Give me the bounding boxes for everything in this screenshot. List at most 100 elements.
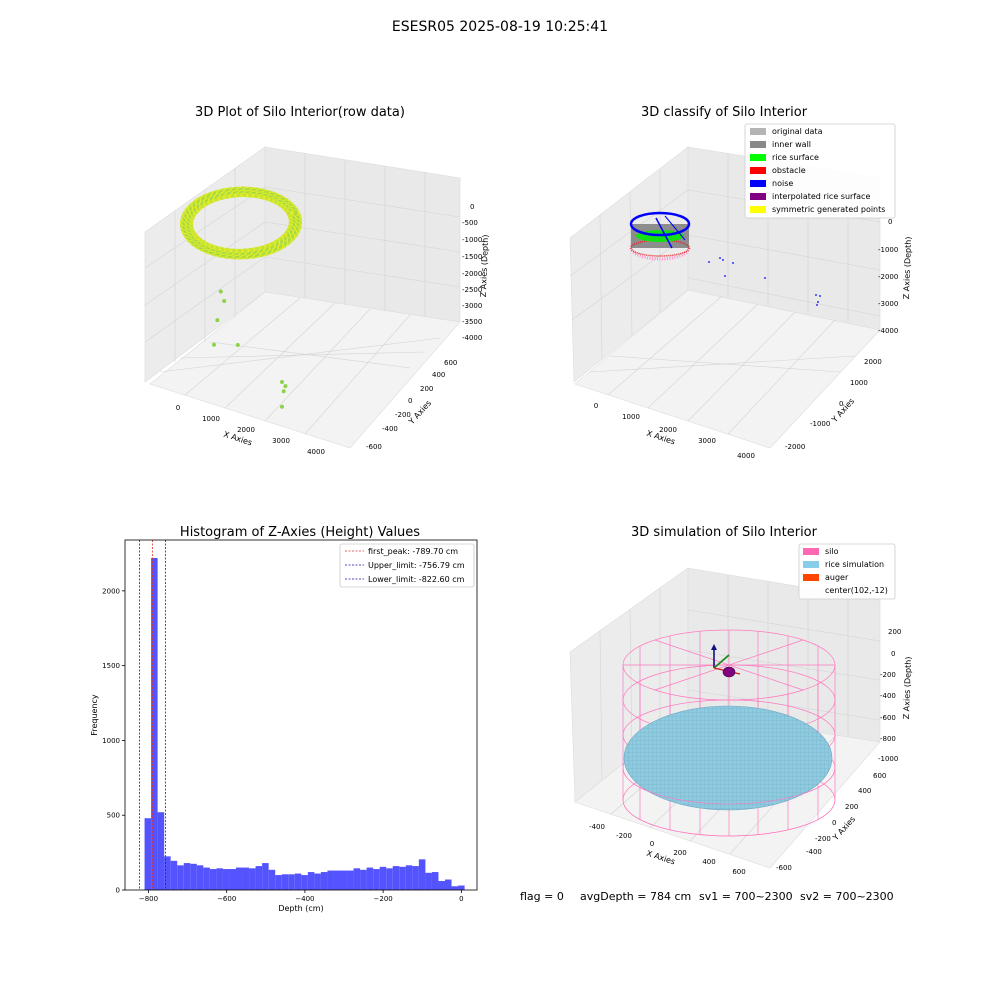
histogram-bar [288,874,295,890]
x-tick: 0 [176,404,180,412]
histogram-y-label: Frequency [90,694,99,736]
legend-frame [744,123,896,219]
y-tick-label: 0 [116,887,120,895]
x-tick: 3000 [272,437,290,445]
raw-x-ticks: 0 1000 2000 3000 4000 [176,404,325,456]
x-tick: -400 [589,823,605,831]
x-tick: 4000 [307,448,325,456]
histogram-bar [412,866,419,890]
histogram-bar [425,872,432,890]
x-tick: 3000 [698,437,716,445]
histogram-bar [209,869,217,890]
z-tick: -1000 [462,236,482,244]
legend-label: interpolated rice surface [772,192,870,201]
histogram-bar [333,870,341,890]
simulation-legend: silo rice simulation auger center(102,-1… [798,543,896,600]
histogram-bar [405,865,413,890]
z-tick: 200 [888,628,901,636]
raw-outlier-point [280,404,284,409]
y-tick-label: 500 [107,812,120,820]
legend-entry: rice surface [750,153,819,162]
status-footer: flag = 0 avgDepth = 784 cm sv1 = 700~230… [520,890,894,903]
auger-body [722,666,736,678]
z-tick: -4000 [462,334,482,342]
x-tick: -200 [616,832,632,840]
legend-swatch [750,141,766,148]
raw-z-ticks: -4000 -3500 -3000 -2500 -2000 -1500 -100… [462,203,482,342]
z-axis-label: Z Axies (Depth) [902,236,913,299]
histogram-bar [379,866,387,890]
noise-ring [629,211,691,237]
silo-wireframe-front [622,767,836,837]
x-tick-label: 0 [459,895,463,903]
histogram-bar [392,866,400,890]
histogram-bar [373,869,380,890]
legend-swatch [750,193,766,200]
histogram-bar [268,869,276,890]
y-tick: -2000 [785,443,805,451]
classify-axes-box [569,146,881,449]
histogram-bar [255,866,263,890]
z-tick: -1500 [462,253,482,261]
raw-outlier-point [280,380,284,385]
z-tick: 0 [888,218,892,226]
histogram-bar [431,872,439,890]
raw-axes-box [144,146,461,449]
histogram-bar [190,863,197,890]
raw-outlier-point [283,384,288,389]
histogram-bar [307,872,315,890]
z-tick: -2500 [462,286,482,294]
histogram-bar [353,868,361,890]
noise-line [664,215,686,241]
x-tick: 200 [673,849,686,857]
legend-entry: Lower_limit: -822.60 cm [345,575,465,584]
histogram-bar [203,867,210,890]
classify-x-ticks: 0 1000 2000 3000 4000 [594,402,755,460]
x-tick-label: −600 [217,895,236,903]
noise-line [655,217,673,249]
z-tick: -3000 [462,302,482,310]
panel-simulation-title: 3D simulation of Silo Interior [631,525,818,540]
axis-arrowhead-z [711,644,717,650]
z-tick: -2000 [878,273,898,281]
y-tick: 200 [420,385,433,393]
z-tick: -400 [880,692,896,700]
histogram-bar [451,886,459,890]
classify-y-ticks: -2000 -1000 0 1000 2000 [785,358,882,451]
x-tick: 1000 [622,413,640,421]
legend-label: rice surface [772,153,819,162]
y-tick: 0 [839,400,843,408]
histogram-bar [235,867,243,890]
y-tick: 600 [873,772,886,780]
legend-label: first_peak: -789.70 cm [368,547,458,556]
raw-outlier-point [212,342,216,347]
legend-entry: silo [803,547,839,556]
legend-swatch [750,154,766,161]
legend-entry: inner wall [750,140,811,149]
histogram-bar [222,869,230,890]
x-tick-label: −800 [139,895,158,903]
histogram-bar [229,869,236,890]
raw-scatter [180,186,302,409]
legend-label: symmetric generated points [772,205,885,214]
histogram-bar [438,881,446,890]
auger-marker [711,644,741,678]
y-tick: -200 [395,411,411,419]
histogram-bar [164,856,171,890]
legend-swatch [803,548,819,555]
x-tick: 2000 [237,426,255,434]
legend-swatch [803,561,819,568]
histogram-bar [366,867,374,890]
simulation-z-ticks: -1000 -800 -600 -400 -200 0 200 [878,628,901,763]
legend-entry: rice simulation [803,560,884,569]
legend-swatch [750,128,766,135]
legend-entry: noise [750,179,793,188]
histogram-bar [151,557,158,890]
histogram-bar [458,885,465,890]
histogram-bar [347,870,354,890]
y-tick: 0 [832,819,836,827]
histogram-bar [314,873,321,890]
flag-text: flag = 0 [520,890,564,903]
legend-label: inner wall [772,140,811,149]
